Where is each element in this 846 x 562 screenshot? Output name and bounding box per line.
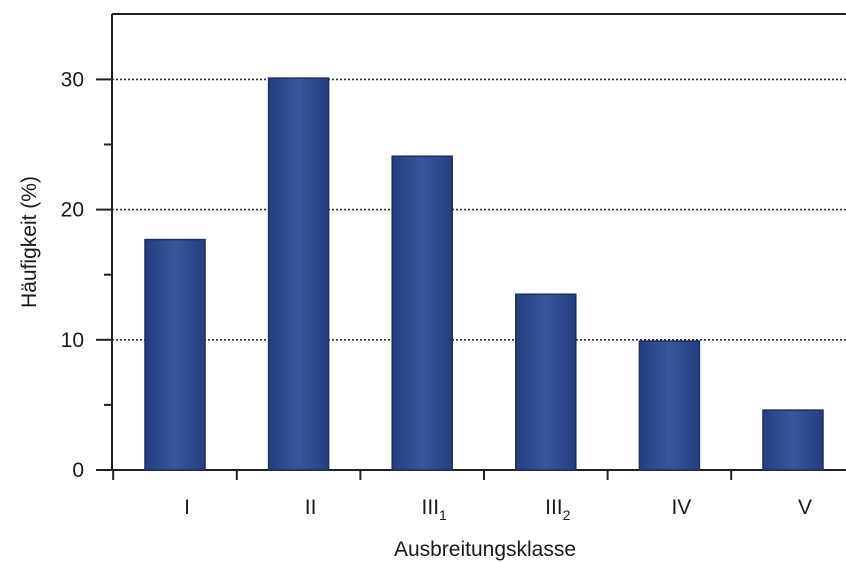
x-tick-label: IV — [671, 496, 691, 519]
x-axis-title: Ausbreitungsklasse — [394, 538, 576, 561]
bar — [267, 77, 330, 471]
x-tick-label: V — [798, 496, 812, 519]
y-tick-label: 30 — [61, 68, 84, 91]
gridlines — [112, 78, 846, 341]
bar — [762, 409, 824, 471]
y-tick-label: 20 — [61, 199, 84, 222]
bar — [391, 155, 453, 471]
x-tick-label: II — [305, 496, 317, 519]
x-tick-label: III1 — [422, 496, 448, 523]
y-axis-ticks: 0 10 20 30 — [61, 68, 112, 482]
bar — [144, 238, 206, 471]
bar — [638, 340, 701, 471]
y-tick-label: 10 — [61, 329, 84, 352]
x-tick-label: III2 — [545, 496, 571, 523]
x-tick-label: I — [184, 496, 190, 519]
x-axis-ticks: I II III1 III2 IV V — [112, 470, 812, 523]
y-tick-label: 0 — [72, 459, 84, 482]
y-axis-title: Häufigkeit (%) — [18, 176, 41, 308]
bars — [144, 77, 824, 471]
bar — [515, 293, 577, 471]
